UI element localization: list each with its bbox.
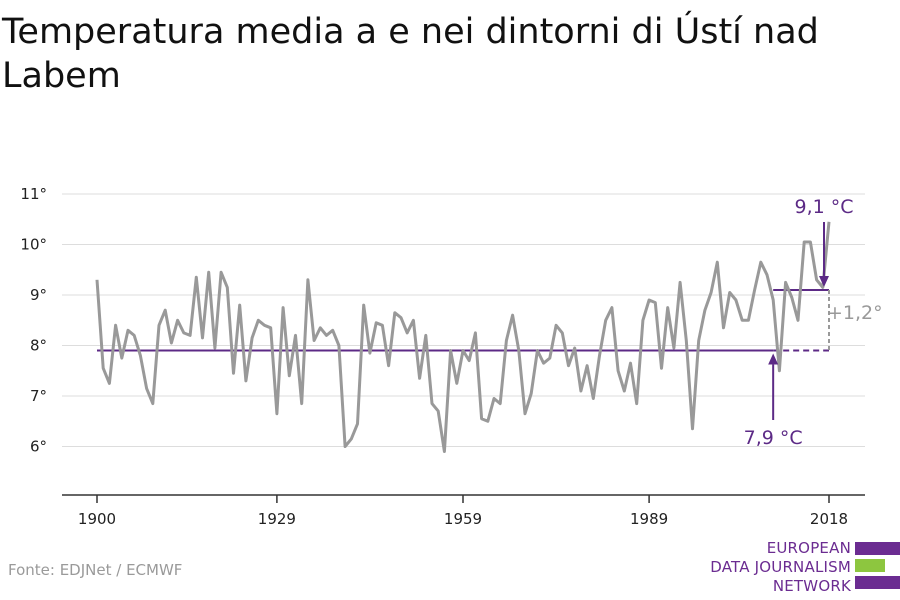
difference-label: +1,2°	[827, 302, 883, 324]
x-tick-label: 2018	[810, 510, 848, 528]
x-tick-label: 1900	[78, 510, 116, 528]
logo-line-2: DATA JOURNALISM	[710, 558, 851, 576]
y-tick-label: 10°	[20, 236, 47, 254]
logo-line-3: NETWORK	[772, 577, 851, 595]
y-tick-label: 8°	[30, 337, 47, 355]
temperature-line	[95, 221, 831, 453]
logo-bar-green	[855, 559, 885, 572]
x-axis: 1900 1929 1959 1989 2018	[62, 494, 865, 528]
y-tick-label: 11°	[20, 185, 47, 203]
y-tick-label: 6°	[30, 438, 47, 456]
y-tick-label: 7°	[30, 387, 47, 405]
source-note: Fonte: EDJNet / ECMWF	[8, 561, 183, 579]
logo-line-1: EUROPEAN	[766, 539, 851, 557]
annotations: 7,9 °C 9,1 °C +1,2°	[744, 196, 883, 449]
y-tick-label: 9°	[30, 286, 47, 304]
y-axis-tick-labels: 6° 7° 8° 9° 10° 11°	[20, 185, 47, 456]
chart-title: Temperatura media a e nei dintorni di Ús…	[2, 12, 819, 96]
x-tick-label: 1929	[258, 510, 296, 528]
x-tick-label: 1959	[444, 510, 482, 528]
logo-bar-purple-bottom	[855, 576, 900, 589]
logo-bar-purple-top	[855, 542, 900, 555]
temperature-series	[95, 221, 831, 453]
edjnet-logo: EUROPEAN DATA JOURNALISM NETWORK	[700, 538, 900, 600]
recent-label: 9,1 °C	[794, 196, 853, 218]
x-tick-label: 1989	[630, 510, 668, 528]
recent-arrow-head	[819, 275, 829, 287]
baseline-label: 7,9 °C	[744, 427, 803, 449]
baseline-arrow-head	[768, 353, 779, 365]
line-chart: 6° 7° 8° 9° 10° 11° 1900 1929 1959 1989 2018 7,9 …	[20, 185, 883, 528]
